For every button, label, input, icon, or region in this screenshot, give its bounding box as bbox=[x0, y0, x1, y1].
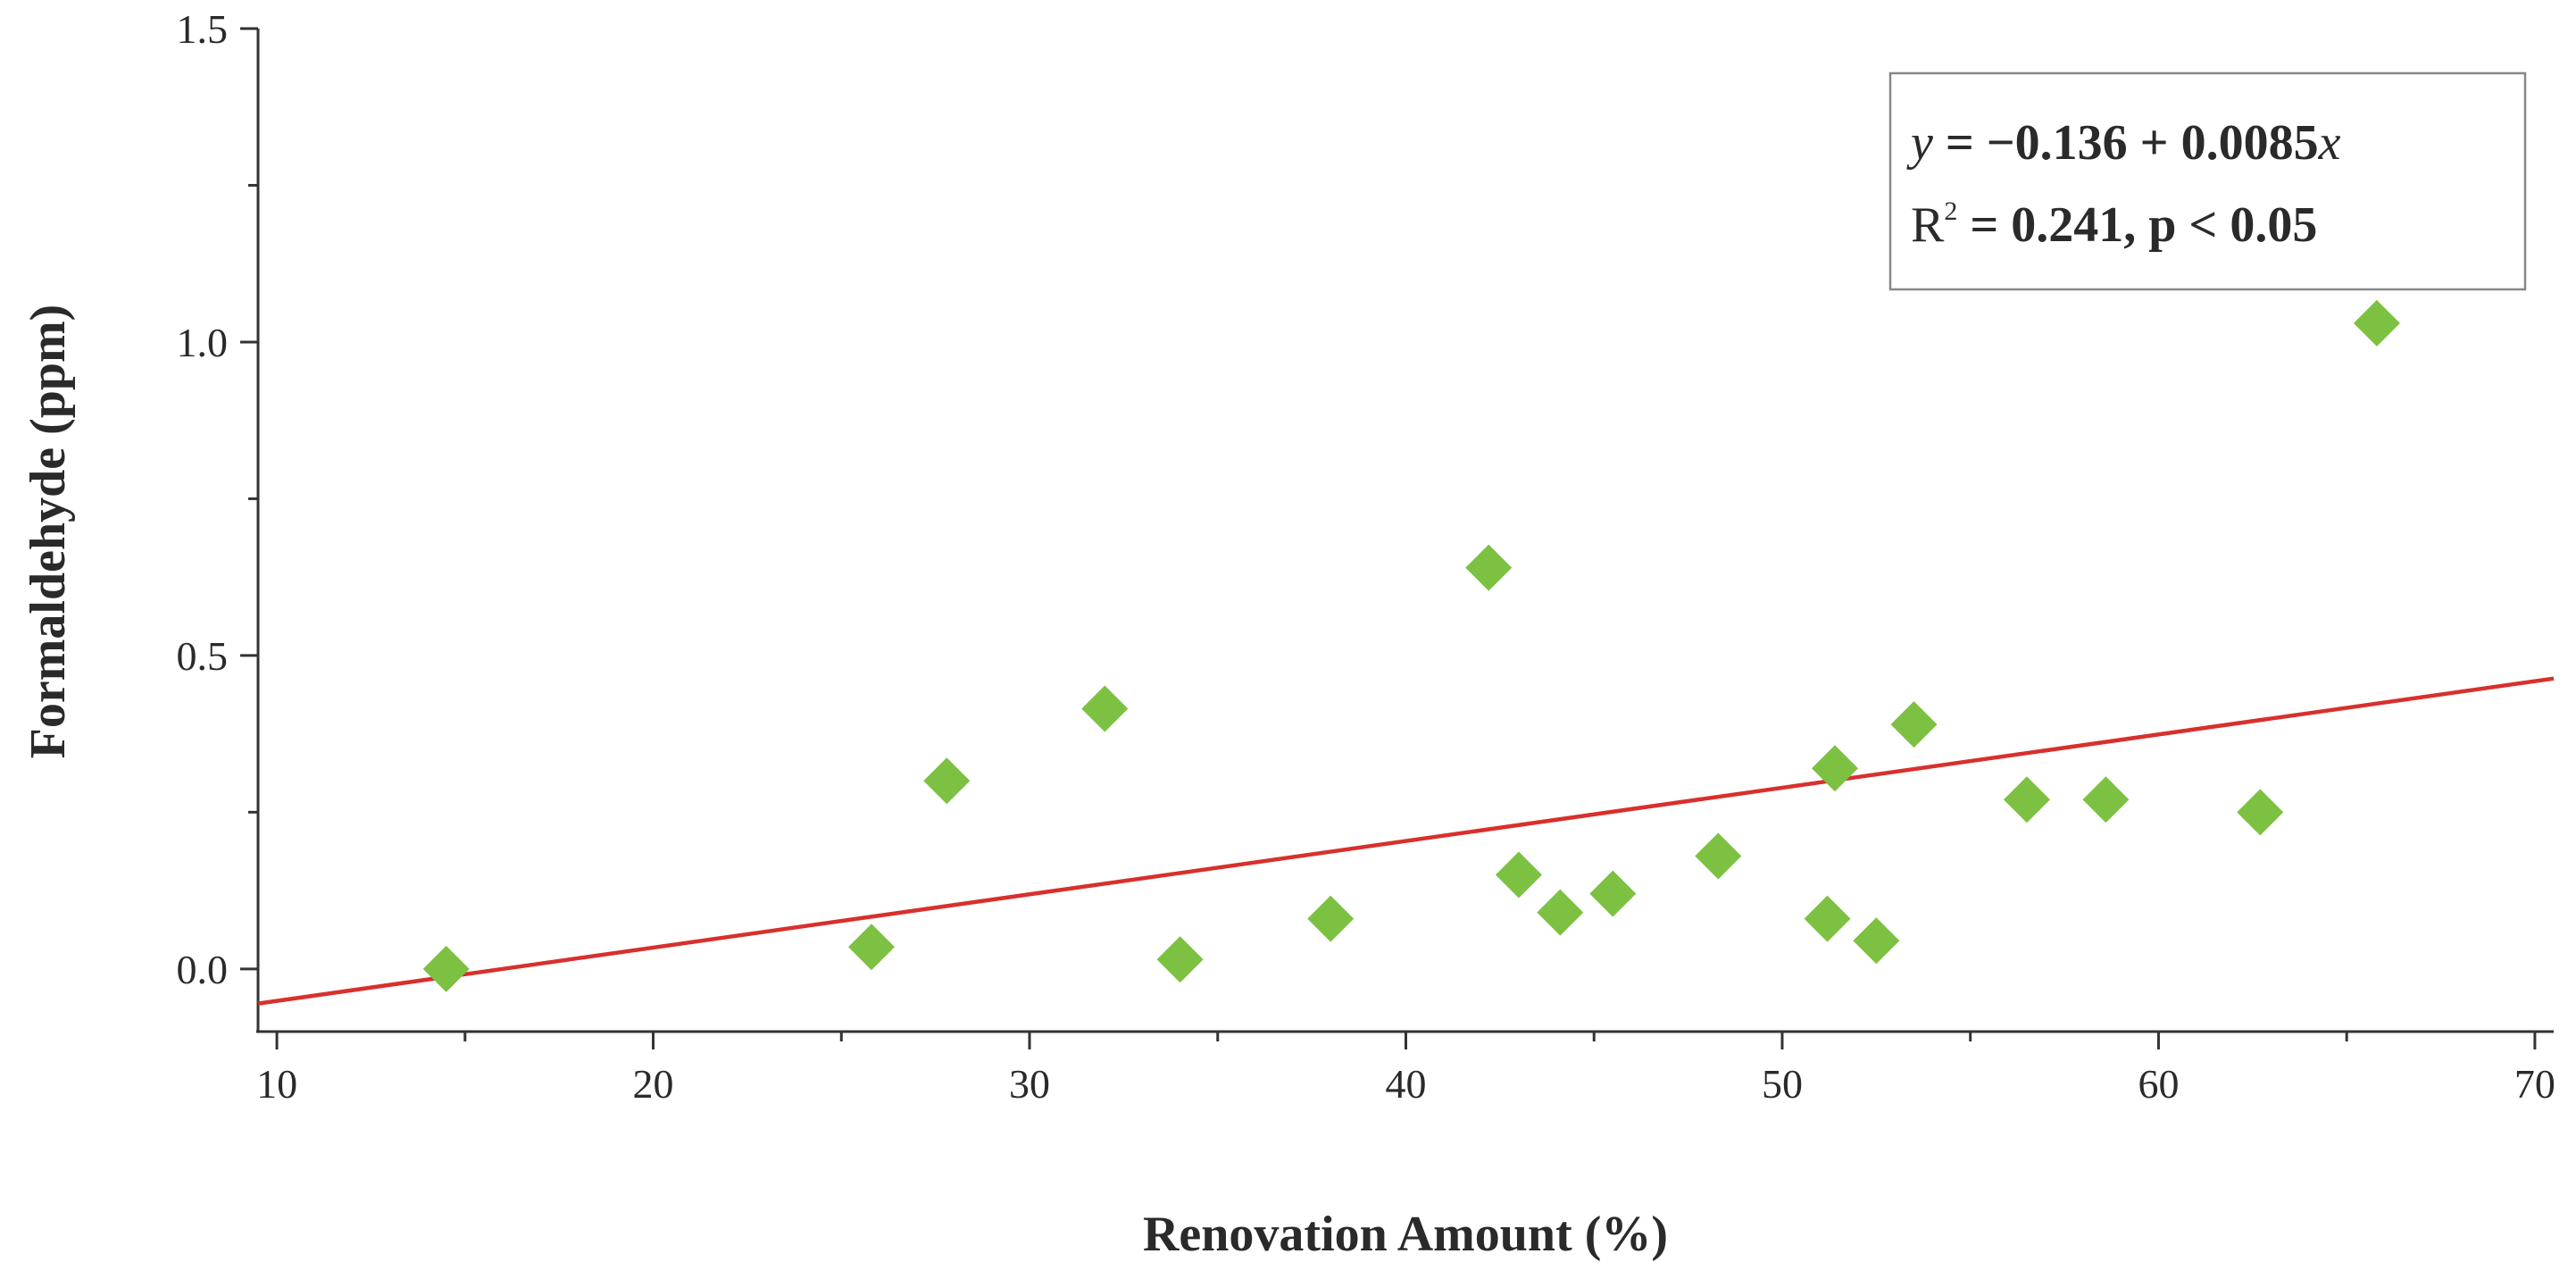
fit-line-group bbox=[257, 676, 2555, 1006]
data-point bbox=[923, 757, 971, 805]
data-points bbox=[422, 299, 2400, 992]
y-tick-label: 1.0 bbox=[177, 320, 229, 365]
equation-x-var: x bbox=[2318, 115, 2341, 171]
regression-line bbox=[257, 676, 2555, 1006]
data-point bbox=[1853, 917, 1900, 965]
y-tick-label: 1.5 bbox=[177, 6, 229, 52]
data-point bbox=[2082, 776, 2130, 823]
x-tick-label: 50 bbox=[1762, 1061, 1803, 1107]
x-tick-label: 40 bbox=[1386, 1061, 1427, 1107]
data-point bbox=[1695, 832, 1742, 880]
data-point bbox=[1804, 895, 1851, 942]
x-ticks: 10 20 30 40 50 60 70 bbox=[256, 1032, 2555, 1107]
r-squared-line: R2 = 0.241, p < 0.05 bbox=[1911, 196, 2317, 253]
regression-equation: y = −0.136 + 0.0085x bbox=[1906, 115, 2341, 171]
x-axis-title: Renovation Amount (%) bbox=[1143, 1207, 1668, 1262]
x-tick-label: 10 bbox=[256, 1061, 297, 1107]
x-tick-label: 60 bbox=[2138, 1061, 2179, 1107]
data-point bbox=[2353, 299, 2400, 347]
data-point bbox=[1495, 851, 1542, 899]
y-axis-title: Formaldehyde (ppm) bbox=[21, 305, 76, 759]
x-tick-label: 30 bbox=[1009, 1061, 1050, 1107]
y-ticks: 0.0 0.5 1.0 1.5 bbox=[177, 6, 258, 992]
data-point bbox=[1589, 870, 1637, 917]
data-point bbox=[1465, 544, 1513, 591]
data-point bbox=[1811, 745, 1858, 792]
equation-terms: = −0.136 + 0.0085 bbox=[1933, 115, 2319, 171]
x-tick-label: 70 bbox=[2514, 1061, 2555, 1107]
annotation-frame bbox=[1888, 71, 2527, 291]
r-squared-symbol: R bbox=[1911, 197, 1945, 253]
regression-annotation: y = −0.136 + 0.0085x R2 = 0.241, p < 0.0… bbox=[1888, 71, 2527, 291]
data-point bbox=[848, 924, 896, 971]
r-squared-superscript: 2 bbox=[1944, 196, 1957, 226]
data-point bbox=[2003, 776, 2050, 823]
equation-y-var: y bbox=[1906, 115, 1933, 171]
r-squared-value: = 0.241, p < 0.05 bbox=[1957, 197, 2317, 253]
y-tick-label: 0.5 bbox=[177, 633, 229, 679]
data-point bbox=[1537, 889, 1584, 936]
data-point bbox=[1081, 685, 1129, 732]
data-point bbox=[1307, 895, 1355, 942]
data-point bbox=[422, 945, 470, 992]
data-point bbox=[2237, 789, 2284, 836]
y-tick-label: 0.0 bbox=[177, 947, 229, 992]
data-point bbox=[1890, 701, 1938, 748]
data-point bbox=[1156, 936, 1204, 983]
x-tick-label: 20 bbox=[633, 1061, 674, 1107]
